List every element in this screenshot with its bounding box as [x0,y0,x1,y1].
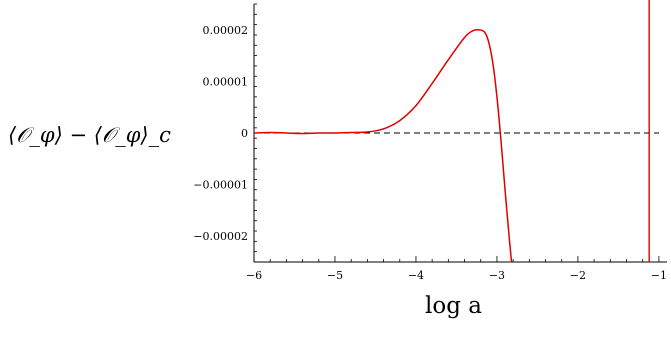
ticks: −6 −5 −4 −3 −2 −1 −0.00002 −0.00001 0 0.00001 0.00… [193,3,667,282]
plot-lines [253,0,659,263]
y-tick-label: 0 [241,127,248,140]
series-line [253,28,513,263]
y-tick-label: 0.00002 [203,24,249,37]
x-tick-label: −1 [651,269,667,282]
x-axis-label: log a [425,293,482,319]
x-tick-label: −2 [570,269,586,282]
y-axis-label: ⟨𝒪_φ⟩ − ⟨𝒪_φ⟩_c [8,123,171,147]
x-tick-label: −4 [408,269,424,282]
x-tick-label: −6 [246,269,262,282]
x-tick-label: −5 [327,269,343,282]
y-tick-label: −0.00002 [193,230,248,243]
y-tick-label: 0.00001 [203,75,249,88]
x-tick-label: −3 [489,269,505,282]
y-tick-label: −0.00001 [193,179,248,192]
